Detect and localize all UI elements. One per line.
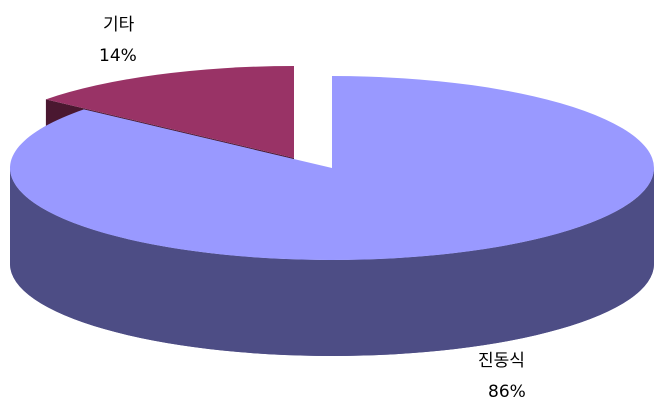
pie-slices-group <box>10 66 655 356</box>
slice-label-gita: 기타 <box>103 15 135 35</box>
pie-slice-gita <box>45 66 294 158</box>
slice-value-gita: 14% <box>99 46 137 66</box>
slice-value-jindongsik: 86% <box>488 382 526 402</box>
pie-side-jindongsik <box>10 168 654 356</box>
slice-label-jindongsik: 진동식 <box>478 351 525 371</box>
pie-slice-jindongsik <box>10 76 655 260</box>
